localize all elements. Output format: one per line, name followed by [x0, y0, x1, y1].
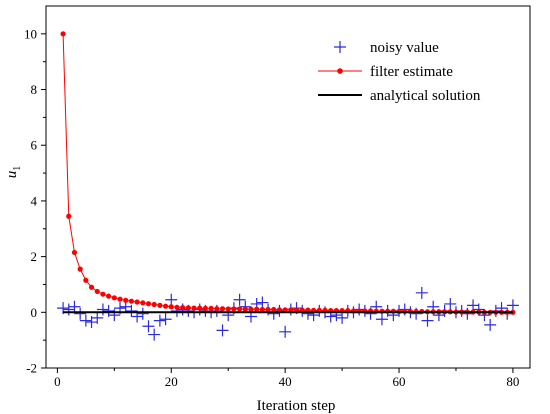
- noisy-value-point: [421, 314, 434, 327]
- filter-estimate-point: [242, 306, 248, 312]
- plot-area: [57, 31, 519, 341]
- filter-estimate-point: [106, 293, 112, 299]
- axes: 0 20 40 60 80 -2 0 2 4 6 8 10: [24, 5, 531, 389]
- y-tick-label: 6: [31, 138, 38, 153]
- filter-estimate-point: [231, 306, 237, 312]
- filter-estimate-point: [168, 304, 174, 310]
- filter-estimate-point: [202, 305, 209, 312]
- filter-estimate-point: [71, 249, 78, 256]
- filter-estimate-point: [151, 301, 157, 308]
- filter-estimate-point: [219, 306, 226, 312]
- y-tick-label: 0: [31, 305, 38, 320]
- y-axis-label-main: u: [4, 171, 20, 179]
- x-tick-label: 20: [165, 374, 178, 389]
- filter-estimate-point: [276, 307, 283, 313]
- noisy-value-point: [79, 314, 92, 327]
- noisy-value-point: [108, 309, 121, 322]
- noisy-value-point: [216, 324, 229, 337]
- noisy-value-point: [62, 303, 75, 316]
- filter-estimate-point: [214, 306, 220, 312]
- filter-estimate-point: [157, 302, 163, 308]
- legend-item: filter estimate: [318, 64, 453, 80]
- noisy-value-point: [415, 286, 428, 299]
- x-tick-label: 60: [393, 374, 406, 389]
- noisy-value-point: [96, 303, 109, 316]
- legend-symbol-marker: [337, 68, 343, 74]
- y-tick-label: 8: [31, 82, 38, 97]
- filter-estimate-point: [134, 299, 140, 305]
- filter-estimate-point: [140, 300, 146, 306]
- legend-symbol-noisy-value: [334, 41, 346, 53]
- x-tick-label: 0: [54, 374, 61, 389]
- filter-estimate-point: [111, 295, 117, 301]
- noisy-value-point: [256, 296, 269, 309]
- filter-estimate-point: [145, 301, 152, 307]
- plot-frame: [45, 5, 531, 369]
- legend-label: analytical solution: [370, 88, 481, 104]
- x-tick-label: 80: [506, 374, 519, 389]
- filter-estimate-point: [265, 306, 271, 313]
- legend-label: noisy value: [370, 40, 439, 56]
- filter-estimate-point: [282, 307, 288, 313]
- filter-estimate-point: [197, 305, 203, 311]
- filter-estimate-point: [271, 306, 277, 313]
- filter-estimate-point: [237, 306, 243, 312]
- noisy-value-point: [142, 320, 155, 333]
- y-tick-label: 4: [31, 193, 38, 208]
- filter-estimate-point: [94, 288, 100, 295]
- filter-estimate-point: [225, 306, 231, 312]
- filter-estimate-point: [248, 306, 254, 312]
- legend: noisy value filter estimate analytical sol…: [318, 40, 481, 104]
- noisy-value-point: [136, 307, 149, 320]
- noisy-value-point: [336, 311, 349, 324]
- y-tick-label: 2: [31, 249, 38, 264]
- noisy-value-point: [74, 307, 87, 320]
- noisy-value-point: [148, 328, 161, 341]
- filter-estimate-point: [117, 296, 123, 302]
- legend-item: noisy value: [334, 40, 439, 56]
- filter-estimate-point: [259, 306, 265, 313]
- noisy-value-point: [159, 313, 172, 326]
- legend-label: filter estimate: [370, 64, 453, 80]
- noisy-value-point: [68, 300, 81, 313]
- filter-estimate-point: [83, 277, 89, 283]
- y-tick-label: -2: [26, 361, 37, 376]
- y-axis-label-subscript: 1: [12, 166, 23, 171]
- noisy-value-point: [484, 318, 497, 331]
- noisy-value-point: [125, 304, 138, 317]
- x-tick-label: 40: [279, 374, 292, 389]
- filter-estimate-point: [191, 305, 197, 311]
- filter-estimate-point: [162, 303, 169, 309]
- y-tick-label: 10: [24, 26, 37, 41]
- filter-estimate-point: [100, 291, 106, 297]
- filter-estimate-point: [208, 305, 214, 312]
- noisy-value-point: [91, 311, 104, 324]
- filter-estimate-point: [174, 304, 180, 310]
- filter-estimate-point: [254, 306, 260, 312]
- filter-estimate-point: [66, 213, 72, 219]
- filter-estimate-point: [185, 305, 191, 311]
- noisy-value-point: [375, 313, 388, 326]
- filter-estimate-point: [128, 298, 135, 304]
- filter-estimate-point: [88, 284, 95, 290]
- filter-estimate-point: [180, 304, 186, 311]
- noisy-value-point: [165, 293, 178, 306]
- y-axis-label: u1: [4, 166, 23, 179]
- noisy-value-point: [233, 293, 246, 306]
- filter-estimate-point: [60, 31, 66, 37]
- x-axis-label: Iteration step: [257, 398, 336, 414]
- noisy-value-point: [279, 325, 292, 338]
- filter-estimate-point: [77, 266, 83, 272]
- noisy-value-point: [506, 299, 519, 312]
- filter-estimate-point: [288, 307, 294, 313]
- filter-estimate-point: [123, 297, 129, 303]
- noisy-value-point: [153, 314, 166, 327]
- legend-item: analytical solution: [318, 88, 481, 104]
- noisy-value-point: [444, 297, 457, 310]
